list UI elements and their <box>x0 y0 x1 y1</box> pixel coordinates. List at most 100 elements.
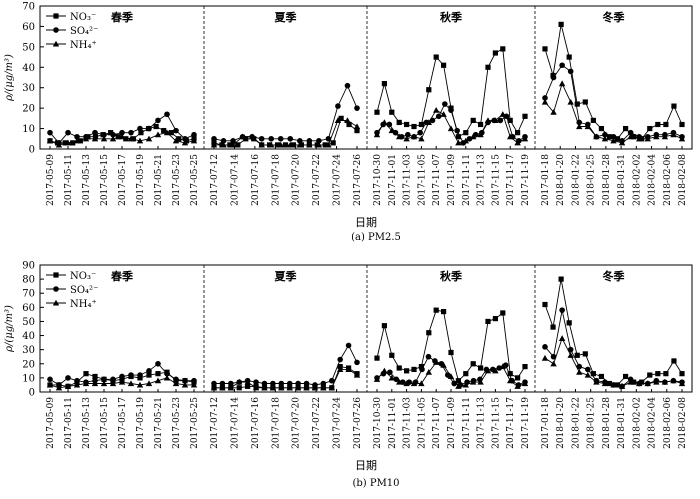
x-tick-label: 2017-05-21 <box>154 397 164 449</box>
x-tick-label: 2017-05-25 <box>190 397 200 449</box>
data-point-circle <box>228 380 234 387</box>
season-title: 春季 <box>111 269 134 283</box>
data-point-circle <box>164 111 170 118</box>
data-point-triangle <box>118 133 126 140</box>
data-point-triangle <box>403 380 410 387</box>
data-point-square <box>330 140 336 146</box>
data-point-triangle <box>396 378 403 385</box>
data-point-triangle <box>287 141 294 148</box>
data-point-square <box>130 136 136 142</box>
data-point-triangle <box>248 133 256 140</box>
x-tick-label: 2017-11-15 <box>491 397 501 449</box>
data-point-square <box>574 101 580 107</box>
y-tick-label: 10 <box>22 124 35 135</box>
data-point-square <box>522 364 528 370</box>
x-tick-label: 2017-01-18 <box>541 397 551 449</box>
data-point-triangle <box>73 137 81 144</box>
data-point-triangle <box>410 133 418 140</box>
data-point-circle <box>393 376 400 383</box>
data-point-square <box>418 364 424 370</box>
data-point-triangle <box>499 363 506 370</box>
data-point-triangle <box>136 137 144 144</box>
data-point-square <box>354 128 360 134</box>
data-point-circle <box>344 82 351 89</box>
data-point-square <box>53 13 59 19</box>
series-triangle <box>46 80 686 148</box>
x-tick-label: 2017-07-14 <box>230 154 240 206</box>
x-tick-label: 2017-10-30 <box>373 397 383 449</box>
x-tick-label: 2017-07-22 <box>312 154 322 206</box>
data-point-triangle <box>477 378 484 385</box>
data-point-circle <box>497 117 504 124</box>
data-point-triangle <box>521 135 529 142</box>
data-point-triangle <box>403 135 410 142</box>
data-point-triangle <box>470 133 477 140</box>
data-point-square <box>598 125 605 132</box>
season-title: 夏季 <box>275 269 298 283</box>
x-tick-label: 2017-05-17 <box>118 154 128 206</box>
x-tick-label: 2017-05-09 <box>46 397 56 449</box>
data-point-circle <box>278 380 285 387</box>
x-tick-label: 2017-11-01 <box>388 154 398 206</box>
x-tick-label: 2017-07-22 <box>312 397 322 449</box>
x-tick-label: 2017-07-20 <box>292 397 302 449</box>
data-point-triangle <box>210 141 218 148</box>
data-point-circle <box>419 366 425 373</box>
data-point-triangle <box>172 380 180 387</box>
season-title: 冬季 <box>603 10 626 24</box>
data-point-triangle <box>258 141 265 148</box>
data-point-triangle <box>294 384 302 391</box>
x-tick-label: 2018-02-08 <box>678 154 688 206</box>
data-point-circle <box>585 366 591 373</box>
data-point-square <box>426 330 432 336</box>
data-point-square <box>83 371 89 377</box>
data-point-triangle <box>567 352 574 358</box>
data-point-triangle <box>145 380 153 387</box>
data-point-circle <box>303 380 310 387</box>
x-tick-label: 2018-01-25 <box>587 154 597 206</box>
data-point-square <box>631 134 637 140</box>
data-point-square <box>70 140 76 146</box>
data-point-square <box>614 382 621 388</box>
data-point-triangle <box>447 373 455 380</box>
data-point-triangle <box>118 378 126 385</box>
x-tick-label: 2017-05-25 <box>190 154 200 206</box>
legend: NO₃⁻ SO₄²⁻ NH₄⁺ <box>46 271 98 310</box>
data-point-circle <box>137 372 143 378</box>
data-point-triangle <box>433 359 440 365</box>
data-point-square <box>433 307 439 313</box>
data-point-triangle <box>470 378 477 385</box>
data-point-triangle <box>261 384 268 391</box>
data-point-circle <box>101 376 107 383</box>
data-point-triangle <box>484 117 492 123</box>
data-point-triangle <box>418 380 425 387</box>
series-line <box>544 279 683 386</box>
data-point-triangle <box>396 133 403 140</box>
panel-caption: (a) PM2.5 <box>351 232 401 243</box>
data-point-circle <box>277 135 284 142</box>
x-tick-label: 2018-01-28 <box>602 154 612 206</box>
y-tick-label: 40 <box>22 63 35 74</box>
season-title: 冬季 <box>603 269 626 283</box>
x-tick-label: 2017-11-05 <box>417 397 427 449</box>
data-point-square <box>153 123 159 130</box>
data-point-triangle <box>55 384 63 391</box>
data-point-circle <box>316 138 322 144</box>
data-point-square <box>426 87 432 93</box>
data-point-square <box>123 136 129 142</box>
data-point-circle <box>320 380 327 387</box>
data-point-circle <box>261 380 268 387</box>
data-point-circle <box>191 377 197 384</box>
data-point-square <box>566 320 572 326</box>
data-point-circle <box>211 380 217 387</box>
data-point-circle <box>220 138 227 144</box>
data-point-square <box>389 109 395 115</box>
data-point-circle <box>306 138 313 144</box>
data-point-triangle <box>492 367 499 374</box>
data-point-circle <box>542 344 548 350</box>
data-point-triangle <box>644 380 651 387</box>
data-point-square <box>655 371 661 377</box>
data-point-circle <box>65 129 71 136</box>
data-point-triangle <box>601 380 609 387</box>
data-point-square <box>515 375 521 381</box>
